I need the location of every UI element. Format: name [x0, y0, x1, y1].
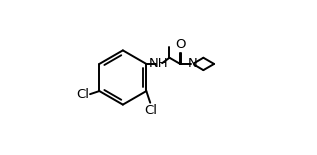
- Text: N: N: [188, 58, 197, 70]
- Text: O: O: [176, 38, 186, 51]
- Text: Cl: Cl: [144, 104, 157, 117]
- Text: Cl: Cl: [76, 88, 89, 101]
- Text: NH: NH: [149, 58, 169, 70]
